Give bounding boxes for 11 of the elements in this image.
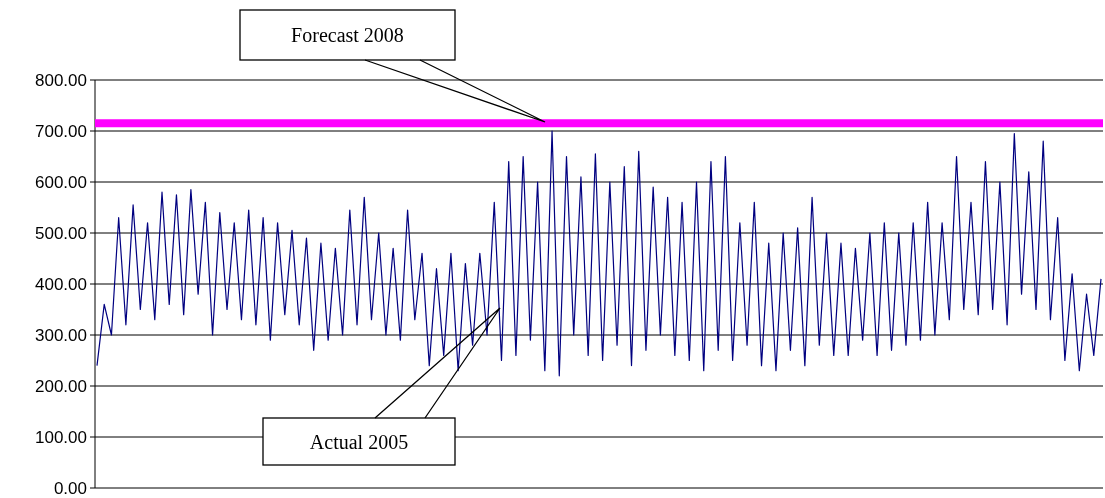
y-tick-label: 300.00 <box>35 325 87 345</box>
y-tick-label: 0.00 <box>53 478 87 498</box>
y-tick-label: 600.00 <box>35 172 87 192</box>
y-tick-label: 400.00 <box>35 274 87 294</box>
y-tick-label: 100.00 <box>35 427 87 447</box>
y-tick-label: 700.00 <box>35 121 87 141</box>
text: Forecast 2008 <box>291 24 404 46</box>
y-tick-label: 800.00 <box>35 70 87 90</box>
y-tick-label: 200.00 <box>35 376 87 396</box>
annotation: Actual 2005 <box>309 430 409 453</box>
y-tick-label: 500.00 <box>35 223 87 243</box>
